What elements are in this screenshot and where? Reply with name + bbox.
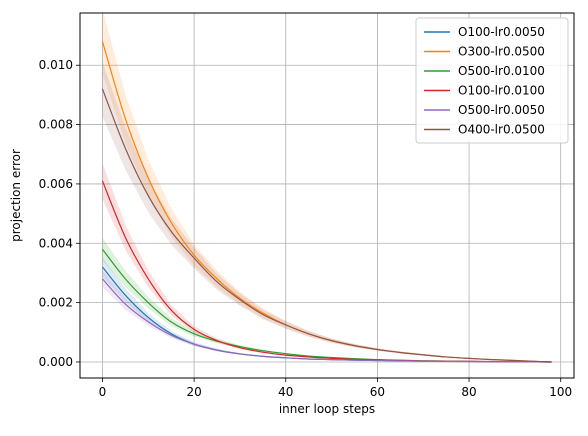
x-tick-label: 0 [99, 385, 107, 399]
x-tick-label: 60 [370, 385, 385, 399]
y-tick-label: 0.000 [39, 355, 73, 369]
x-tick-label: 100 [549, 385, 572, 399]
y-tick-label: 0.004 [39, 236, 73, 250]
legend-label: O100-lr0.0100 [458, 84, 545, 98]
confidence-bands [102, 9, 552, 362]
legend: O100-lr0.0050 O300-lr0.0500 O500-lr0.0100 O… [415, 17, 569, 144]
y-tick-label: 0.002 [39, 296, 73, 310]
legend-label: O400-lr0.0500 [458, 123, 545, 137]
x-axis-label: inner loop steps [279, 402, 375, 416]
x-tick-label: 20 [186, 385, 201, 399]
x-tick-label: 80 [461, 385, 476, 399]
plot-frame [79, 12, 575, 379]
legend-label: O500-lr0.0050 [458, 103, 545, 117]
legend-box [415, 17, 569, 144]
series-line [102, 278, 552, 363]
y-tick-label: 0.006 [39, 177, 73, 191]
series-band [102, 61, 552, 362]
y-axis-label: projection error [9, 149, 23, 242]
x-tick-label: 40 [278, 385, 293, 399]
legend-label: O500-lr0.0100 [458, 64, 545, 78]
legend-label: O100-lr0.0050 [458, 25, 545, 39]
axis-ticks: 0 20 40 60 80 100 0.000 0.002 0.004 0.006 0.008 0.0… [39, 58, 573, 399]
series-line [101, 88, 552, 363]
series-band [102, 9, 552, 362]
y-tick-label: 0.010 [39, 58, 73, 72]
series-lines [101, 41, 552, 363]
legend-label: O300-lr0.0500 [458, 45, 545, 59]
y-tick-label: 0.008 [39, 118, 73, 132]
